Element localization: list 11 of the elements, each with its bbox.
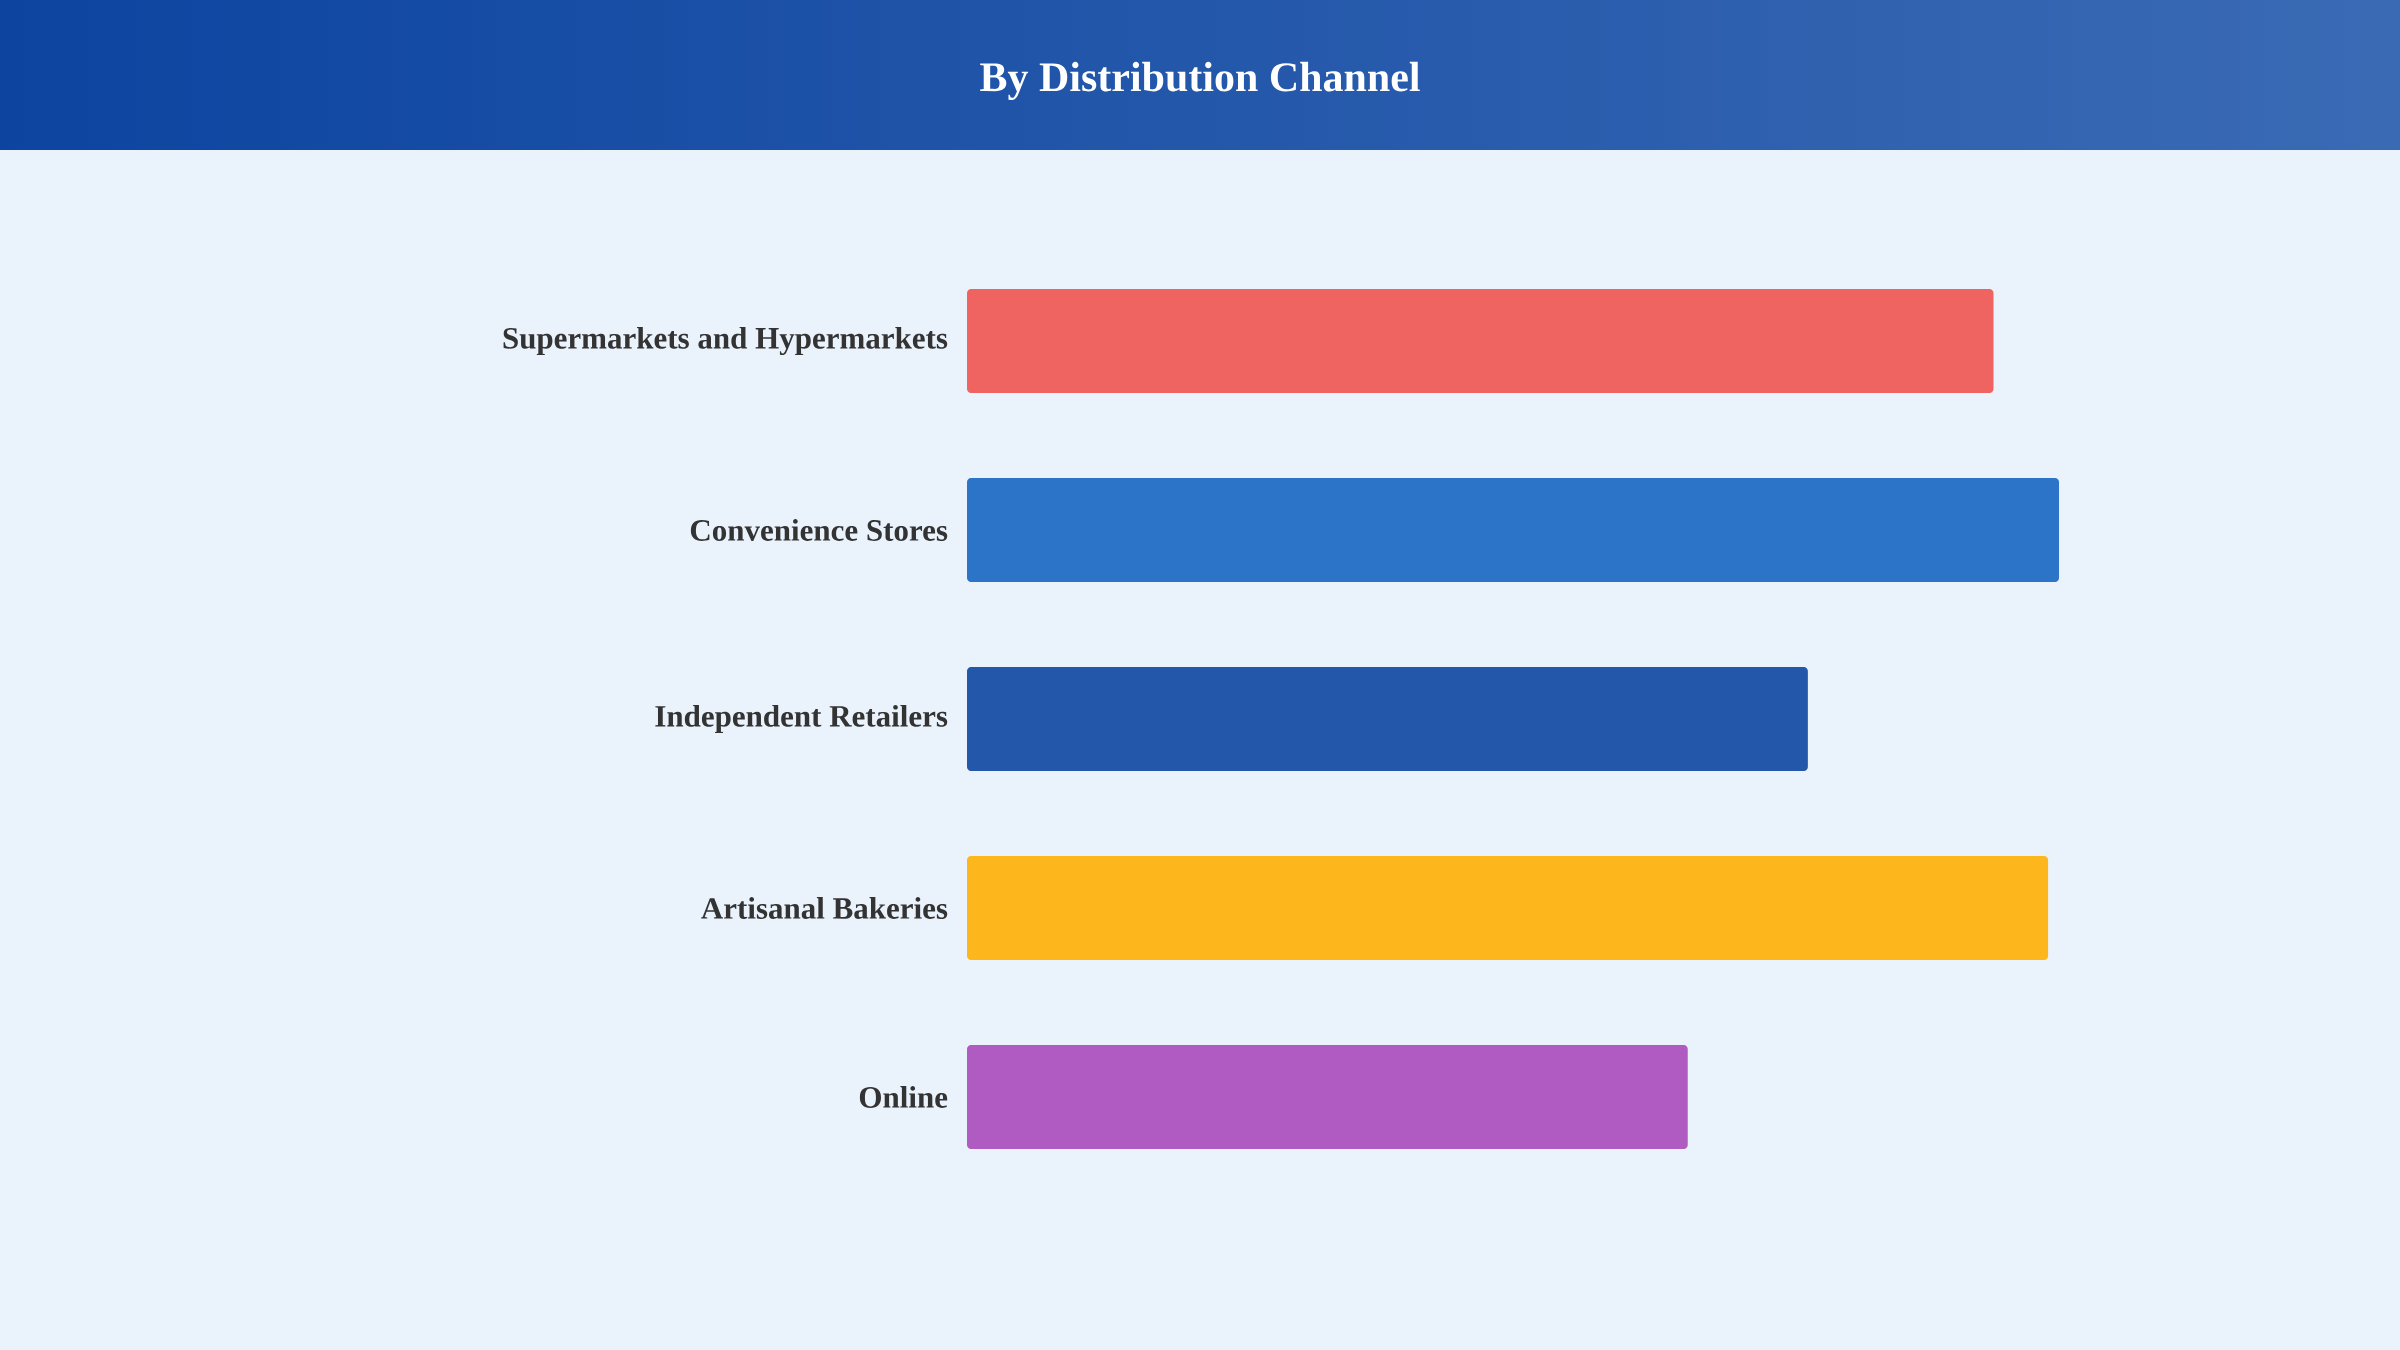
y-tick-label: Artisanal Bakeries: [701, 897, 948, 919]
y-tick-label: Online: [859, 1086, 948, 1108]
y-tick-label: Convenience Stores: [690, 519, 948, 541]
chart-title: By Distribution Channel: [980, 61, 1420, 101]
bar: [967, 478, 2060, 582]
bar: [967, 1045, 1688, 1149]
bar: [967, 856, 2049, 960]
y-tick-label: Independent Retailers: [655, 704, 948, 734]
bar: [967, 289, 1994, 393]
bar: [967, 667, 1808, 771]
y-tick-label: Supermarkets and Hypermarkets: [503, 326, 948, 356]
